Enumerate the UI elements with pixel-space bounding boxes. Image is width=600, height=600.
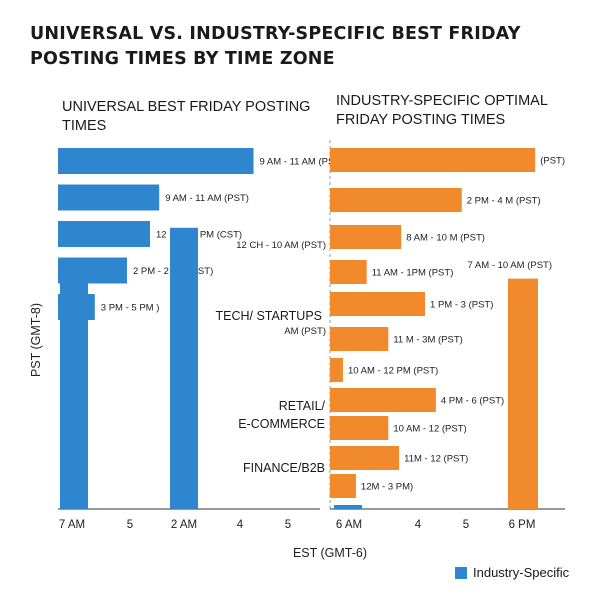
right-column-label-0: 7 AM - 10 AM (PST) — [468, 260, 552, 271]
right-bar-10 — [330, 474, 356, 498]
right-x-tick-1: 4 — [415, 519, 422, 531]
left-bar-1 — [58, 184, 160, 211]
left-x-tick-4: 5 — [285, 519, 291, 531]
left-bar-label-1: 9 AM - 11 AM (PST) — [165, 193, 249, 204]
left-column-1 — [170, 227, 198, 510]
right-bar-label-9: 11M - 12 (PST) — [404, 454, 468, 465]
right-x-tick-0: 6 AM — [336, 519, 362, 531]
group-label-tech: TECH/ STARTUPS — [216, 309, 323, 323]
left-bar-0 — [58, 148, 254, 174]
right-bar-label-5: 11 M - 3M (PST) — [393, 335, 463, 346]
left-bar-label-2: 12 PM - 2 PM (CST) — [156, 230, 242, 241]
right-panel-title: INDUSTRY-SPECIFIC OPTIMAL FRIDAY POSTING… — [336, 93, 548, 128]
group-label-retail-2: E-COMMERCE — [238, 417, 325, 431]
right-bar-7 — [330, 388, 436, 412]
right-bar-8 — [330, 416, 389, 440]
right-bar-0 — [330, 148, 536, 172]
left-bar-3 — [58, 257, 127, 284]
left-bar-label-0: 9 AM - 11 AM (PST) — [260, 157, 344, 168]
right-bar-label-0: (PST) — [540, 156, 565, 167]
legend-label: Industry-Specific — [473, 565, 570, 580]
legend-swatch — [455, 566, 467, 579]
left-panel-title: UNIVERSAL BEST FRIDAY POSTING TIMES — [62, 99, 311, 134]
left-x-tick-3: 4 — [237, 519, 244, 531]
left-x-tick-2: 2 AM — [171, 519, 197, 531]
right-bar-5 — [330, 327, 389, 351]
right-bar-label-6: 10 AM - 12 PM (PST) — [348, 366, 438, 377]
right-bar-6 — [330, 358, 343, 382]
right-bar-label-8: 10 AM - 12 (PST) — [393, 424, 466, 435]
right-bar-label-7: 4 PM - 6 (PST) — [441, 396, 504, 407]
left-x-tick-1: 5 — [127, 519, 133, 531]
group-label-finance: FINANCE/B2B — [243, 461, 325, 475]
right-bar-1 — [330, 188, 462, 212]
right-bar-label-2: 8 AM - 10 M (PST) — [406, 233, 485, 244]
right-panel: (PST) 2 PM - 4 M (PST) 8 AM - 10 M (PST) 11… — [330, 148, 565, 531]
right-x-tick-3: 6 PM — [509, 519, 536, 531]
legend: Industry-Specific — [455, 565, 569, 580]
right-bar-3 — [330, 260, 367, 284]
y-axis-label: PST (GMT-8) — [29, 303, 43, 377]
right-bar-4 — [330, 292, 426, 316]
left-annotation-1: AM (PST) — [284, 326, 326, 337]
left-panel: 9 AM - 11 AM (PST) 9 AM - 11 AM (PST) 12 P… — [58, 148, 343, 531]
left-x-tick-0: 7 AM — [59, 519, 85, 531]
right-column-0 — [508, 278, 538, 509]
left-bar-2 — [58, 221, 150, 247]
right-bar-2 — [330, 225, 402, 249]
x-axis-label: EST (GMT-6) — [293, 546, 367, 560]
right-bar-label-10: 12M - 3 PM) — [361, 482, 413, 493]
right-bar-label-1: 2 PM - 4 M (PST) — [467, 196, 541, 207]
right-bar-label-4: 1 PM - 3 (PST) — [430, 300, 493, 311]
right-bar-9 — [330, 446, 400, 470]
right-bar-label-3: 11 AM - 1PM (PST) — [372, 268, 454, 279]
right-x-tick-2: 5 — [463, 519, 469, 531]
chart-title: UNIVERSAL VS. INDUSTRY-SPECIFIC BEST FRI… — [30, 24, 521, 69]
left-annotation-0: 12 CH - 10 AM (PST) — [236, 240, 326, 251]
group-label-retail: RETAIL/ — [279, 399, 326, 413]
left-bar-label-4: 3 PM - 5 PM ) — [101, 303, 160, 314]
left-column-0 — [60, 283, 88, 509]
right-column-1 — [334, 505, 362, 509]
